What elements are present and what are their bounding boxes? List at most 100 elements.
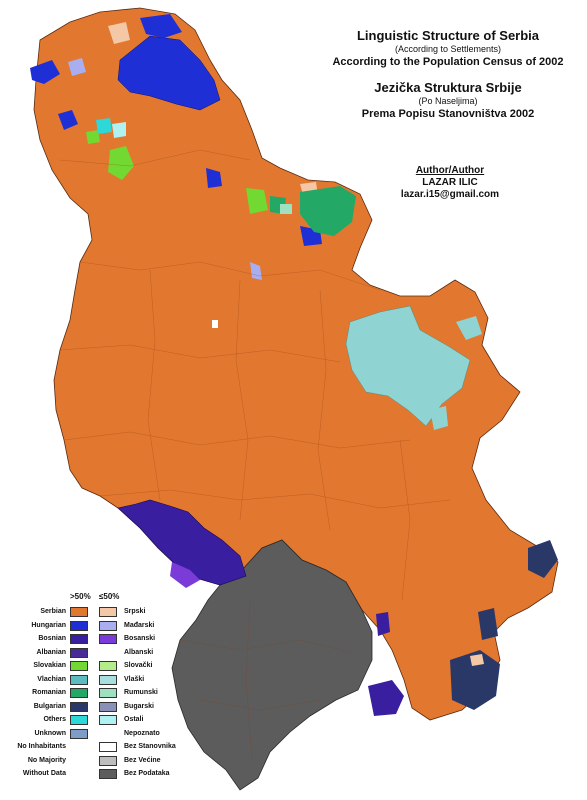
legend-swatch-minority bbox=[99, 661, 117, 671]
legend-swatch-minority bbox=[99, 742, 117, 752]
subtitle-en: (According to Settlements) bbox=[394, 44, 502, 54]
slovakian-region bbox=[108, 146, 134, 180]
legend-label-en: Bosnian bbox=[38, 635, 66, 642]
legend-label-en: No Inhabitants bbox=[17, 743, 66, 750]
legend-swatch-majority bbox=[70, 674, 88, 685]
legend-label-sr: Bez Većine bbox=[124, 756, 161, 764]
no-inhabitants-patch bbox=[212, 320, 218, 328]
legend-label-sr: Bez Stanovnika bbox=[124, 743, 176, 750]
legend-swatch-minority bbox=[99, 634, 117, 644]
hungarian-region-5 bbox=[206, 168, 222, 188]
others-minority-patch bbox=[112, 122, 126, 138]
legend-swatch-majority bbox=[70, 634, 88, 644]
settlement-borders bbox=[59, 149, 451, 761]
slovakian-region-2 bbox=[246, 188, 268, 214]
legend-row: Bosnian Bosanski bbox=[6, 633, 196, 645]
legend-label-sr: Bugarski bbox=[124, 702, 154, 710]
legend-label-en: Serbian bbox=[40, 608, 66, 615]
vlachian-region-2 bbox=[456, 316, 482, 340]
hungarian-region-2 bbox=[140, 14, 182, 38]
hungarian-region-4 bbox=[58, 110, 78, 130]
legend-label-en: Hungarian bbox=[31, 621, 66, 629]
legend-header-over: >50% bbox=[70, 592, 91, 601]
legend-swatch-majority bbox=[70, 661, 88, 671]
legend-swatch-majority bbox=[70, 715, 88, 725]
hungarian-minority-patch bbox=[68, 58, 86, 76]
subtitle-sr: (Po Naseljima) bbox=[418, 96, 478, 106]
bulgarian-region bbox=[450, 650, 500, 710]
legend-row: Serbian Srpski bbox=[6, 606, 196, 618]
serbian-minority-patch bbox=[108, 22, 130, 44]
legend-label-sr: Slovački bbox=[124, 662, 153, 669]
author-heading: Author/Author bbox=[415, 165, 485, 176]
legend-label-sr: Albanski bbox=[124, 648, 154, 656]
legend-label-en: Romanian bbox=[32, 689, 66, 696]
legend-row: Bulgarian Bugarski bbox=[6, 701, 196, 713]
legend-swatch-minority bbox=[99, 755, 117, 766]
census-en: According to the Population Census of 20… bbox=[332, 56, 564, 68]
legend-swatch-minority bbox=[99, 701, 117, 712]
albanian-region-2 bbox=[376, 612, 390, 636]
legend-header-under: ≤50% bbox=[99, 592, 120, 601]
legend-label-en: Slovakian bbox=[33, 662, 66, 669]
legend-row: Unknown Nepoznato bbox=[6, 728, 196, 740]
legend-label-sr: Srpski bbox=[124, 608, 146, 615]
author-email: lazar.i15@gmail.com bbox=[400, 189, 500, 200]
legend-swatch-minority bbox=[99, 769, 117, 779]
title-block: Linguistic Structure of Serbia (Accordin… bbox=[318, 28, 578, 122]
legend-label-sr: Rumunski bbox=[124, 689, 158, 696]
bosnian-region bbox=[117, 499, 247, 586]
legend-label-sr: Bosanski bbox=[124, 635, 156, 642]
census-sr: Prema Popisu Stanovništva 2002 bbox=[361, 108, 535, 120]
legend-label-en: Albanian bbox=[36, 648, 66, 656]
legend-row: Others Ostali bbox=[6, 714, 196, 726]
legend-label-sr: Nepoznato bbox=[124, 729, 160, 737]
romanian-region bbox=[300, 186, 356, 236]
legend-label-en: No Majority bbox=[27, 756, 66, 764]
legend-swatch-majority bbox=[70, 620, 88, 631]
title-en: Linguistic Structure of Serbia bbox=[356, 28, 540, 43]
legend-row: Slovakian Slovački bbox=[6, 660, 196, 672]
legend-label-sr: Mađarski bbox=[124, 621, 155, 629]
legend-row: Vlachian Vlaški bbox=[6, 674, 196, 686]
bulgarian-region-3 bbox=[478, 608, 498, 640]
legend-swatch-majority bbox=[70, 701, 88, 712]
legend-label-sr: Vlaški bbox=[124, 675, 145, 683]
legend-swatch-majority bbox=[70, 607, 88, 617]
legend-swatch-minority bbox=[99, 715, 117, 725]
vlachian-region bbox=[345, 305, 471, 427]
serbian-minority-patch-3 bbox=[470, 654, 484, 666]
legend-row: Without Data Bez Podataka bbox=[6, 768, 196, 780]
romanian-minority-patch bbox=[280, 204, 292, 214]
legend-swatch-majority bbox=[70, 688, 88, 698]
legend-swatch-majority bbox=[70, 728, 88, 739]
author-name: LAZAR ILIC bbox=[422, 177, 478, 188]
legend-label-sr: Bez Podataka bbox=[124, 770, 170, 777]
legend-row: No Majority Bez Većine bbox=[6, 755, 196, 767]
legend-label-en: Vlachian bbox=[37, 675, 66, 683]
legend-row: Albanian Albanski bbox=[6, 647, 196, 659]
legend-swatch-majority bbox=[70, 647, 88, 658]
legend-label-en: Others bbox=[43, 716, 66, 723]
legend-label-sr: Ostali bbox=[124, 716, 144, 723]
hungarian-region-3 bbox=[30, 60, 60, 84]
legend-label-en: Unknown bbox=[34, 729, 67, 737]
vlachian-region-3 bbox=[430, 406, 448, 430]
others-region bbox=[96, 118, 112, 134]
kosovo-region bbox=[171, 539, 373, 791]
legend-row: Romanian Rumunski bbox=[6, 687, 196, 699]
albanian-region bbox=[368, 680, 404, 716]
legend-swatch-minority bbox=[99, 688, 117, 698]
bosnian-minority-patch bbox=[170, 562, 200, 588]
legend-label-en: Bulgarian bbox=[33, 702, 66, 710]
author-block: Author/Author LAZAR ILIC lazar.i15@gmail… bbox=[380, 165, 520, 201]
title-sr: Jezička Struktura Srbije bbox=[374, 80, 522, 95]
legend-row: No Inhabitants Bez Stanovnika bbox=[6, 741, 196, 753]
legend-row: Hungarian Mađarski bbox=[6, 620, 196, 632]
slovakian-region-3 bbox=[86, 130, 100, 144]
legend-label-en: Without Data bbox=[22, 770, 66, 777]
legend-swatch-minority bbox=[99, 674, 117, 685]
legend-swatch-minority bbox=[99, 607, 117, 617]
hungarian-minority-patch-2 bbox=[250, 262, 262, 280]
